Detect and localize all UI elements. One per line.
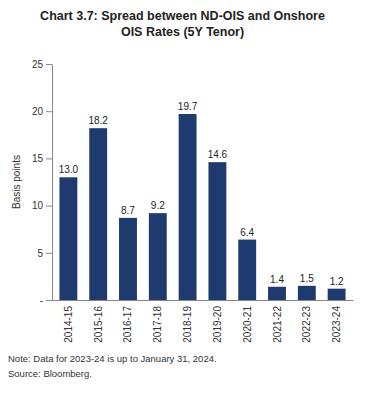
y-axis: - 5 10 15 20 25 (32, 59, 53, 306)
x-tick: 2022-23 (301, 300, 312, 343)
bar (238, 240, 256, 300)
bar (268, 287, 286, 300)
chart: Chart 3.7: Spread between ND-OIS and Ons… (0, 0, 365, 393)
y-axis-title: Basis points (11, 155, 22, 209)
x-tick-label: 2017-18 (152, 306, 163, 343)
data-label: 19.7 (178, 101, 198, 112)
bar (208, 162, 226, 300)
x-tick: 2019-20 (212, 300, 223, 343)
y-tick-mark (46, 300, 52, 301)
y-tick-label: 10 (32, 200, 44, 211)
bar (89, 128, 107, 300)
x-tick-label: 2020-21 (242, 306, 253, 343)
bars (59, 114, 345, 300)
data-label: 8.7 (121, 205, 135, 216)
background (0, 0, 365, 393)
data-label: 14.6 (208, 149, 228, 160)
source: Source: Bloomberg. (8, 368, 92, 379)
bar (149, 213, 167, 300)
x-tick: 2016-17 (122, 300, 133, 343)
data-label: 6.4 (240, 227, 254, 238)
y-tick: 10 (32, 200, 52, 211)
x-tick-label: 2015-16 (93, 306, 104, 343)
y-tick: 5 (37, 248, 52, 259)
x-axis-line (53, 300, 354, 301)
x-tick-label: 2014-15 (63, 306, 74, 343)
x-tick-label: 2016-17 (122, 306, 133, 343)
y-tick-label: 25 (32, 59, 44, 70)
y-tick-mark (46, 158, 52, 159)
bar (328, 289, 346, 300)
y-axis-line (52, 65, 53, 301)
x-axis: 2014-15 2015-16 2016-17 2017-18 2018-19 2019-… (53, 300, 354, 343)
title: Chart 3.7: Spread between ND-OIS and Ons… (40, 9, 325, 39)
data-label: 1.2 (330, 276, 344, 287)
x-tick: 2017-18 (152, 300, 163, 343)
y-tick-mark (46, 206, 52, 207)
y-tick: 20 (32, 106, 52, 117)
y-tick: - (40, 295, 52, 306)
y-tick-mark (46, 111, 52, 112)
bar (119, 218, 137, 300)
y-tick-mark (46, 253, 52, 254)
y-tick-label: 5 (37, 248, 43, 259)
data-label: 9.2 (151, 200, 165, 211)
x-tick-label: 2023-24 (331, 306, 342, 343)
data-label: 1.4 (270, 274, 284, 285)
y-tick-label: 20 (32, 106, 44, 117)
y-tick: 15 (32, 153, 52, 164)
x-tick: 2015-16 (93, 300, 104, 343)
x-tick-label: 2021-22 (272, 306, 283, 343)
x-tick: 2023-24 (331, 300, 342, 343)
x-tick: 2020-21 (242, 300, 253, 343)
y-tick-label: 15 (32, 153, 44, 164)
x-tick-label: 2022-23 (301, 306, 312, 343)
x-tick-label: 2018-19 (182, 306, 193, 343)
y-tick: 25 (32, 59, 52, 70)
x-tick: 2021-22 (272, 300, 283, 343)
data-labels: 13.0 18.2 8.7 9.2 19.7 14.6 6.4 1.4 1.5 1.2 (59, 101, 344, 287)
bar (179, 114, 197, 300)
x-tick: 2018-19 (182, 300, 193, 343)
y-tick-mark (46, 64, 52, 65)
bar (298, 286, 316, 300)
x-tick-label: 2019-20 (212, 306, 223, 343)
data-label: 1.5 (300, 273, 314, 284)
data-label: 18.2 (88, 115, 108, 126)
note: Note: Data for 2023-24 is up to January … (8, 353, 217, 364)
x-tick: 2014-15 (63, 300, 74, 343)
bar (59, 177, 77, 300)
data-label: 13.0 (59, 164, 79, 175)
y-tick-label: - (40, 295, 43, 306)
